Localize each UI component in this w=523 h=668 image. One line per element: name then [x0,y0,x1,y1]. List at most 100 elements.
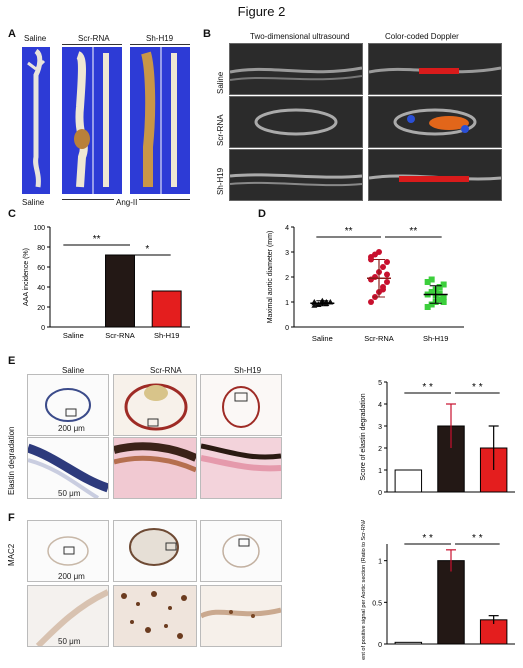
panel-b-doppler-saline [368,43,502,95]
chart-c-x-label: Sh-H19 [154,331,179,340]
chart-c-y-tick-label: 80 [37,245,45,252]
chart-c-y-tick-label: 40 [37,285,45,292]
chart-f-bar [437,560,465,645]
chart-d-point [440,281,447,288]
chart-f-bar [394,641,423,645]
chart-f-y-tick-label: 1 [378,559,382,566]
panel-f-saline-low [27,520,109,582]
panel-a-photo-scr [62,47,122,194]
figure-title: Figure 2 [237,4,286,19]
chart-e-sig-label: * * [422,382,433,393]
panel-a-line-scr [62,44,122,45]
panel-a-bottom-saline: Saline [22,198,45,207]
chart-d-point [372,274,378,280]
chart-d-x-label: Sh-H19 [423,334,448,343]
chart-c-y-tick-label: 0 [41,325,45,332]
chart-e-bar [437,425,465,493]
chart-e-sig-label: * * [472,382,483,393]
panel-f-sh-high [200,585,282,647]
panel-f-scale-bottom: 50 μm [58,637,81,646]
panel-f-label: F [8,512,15,524]
chart-d-point [428,289,435,295]
panel-e-col-saline: Saline [62,366,85,375]
chart-d-y-tick-label: 2 [285,275,289,282]
chart-e-y-label: Score of elastin degradation [360,393,367,480]
chart-d-point [436,296,443,303]
panel-a-line-sh [130,44,190,45]
panel-f-saline-high [27,585,109,647]
panel-b-row-scr: Scr-RNA [216,114,225,146]
chart-d-y-label: Maximal aortic diameter (mm) [267,231,274,324]
panel-b-us-scr [229,96,363,148]
panel-a-group-scr: Scr-RNA [78,34,110,43]
panel-e-scale-bottom: 50 μm [58,489,81,498]
chart-f-y-tick-label: 0 [378,642,382,649]
chart-d-y-tick-label: 3 [285,250,289,257]
panel-b-us-sh [229,149,363,201]
chart-c-y-label: AAA incidence (%) [23,248,30,306]
chart-e-y-tick-label: 3 [378,424,382,431]
chart-d-point [424,279,431,285]
chart-d-point [428,301,435,308]
chart-d-point [428,276,435,283]
chart-d-x-label: Saline [312,334,333,343]
panel-e-saline-high [27,437,109,499]
chart-f-y-label: Percent of positive signal per Aortic se… [361,520,367,660]
chart-f-y-tick-label: 0.5 [372,600,382,607]
panel-e-scale-top: 200 μm [58,424,85,433]
chart-e-bar [394,469,423,493]
chart-c-bar [151,290,182,328]
chart-c: 0 20 40 60 80 100 AAA incidence (%) Saline Scr-R… [23,225,190,340]
panel-b-row-sh: Sh-H19 [216,167,225,195]
chart-d-sig-label: ** [345,226,353,237]
chart-d-point [380,264,386,270]
chart-d-point [380,286,386,293]
chart-e-y-tick-label: 5 [378,380,382,387]
chart-c-x-label: Scr-RNA [105,331,135,340]
chart-c-x-label: Saline [63,331,84,340]
chart-d-point [384,259,390,265]
chart-f: 0 0.5 1 Percent of positive signal per Aort… [361,520,515,660]
chart-d-point [384,271,390,278]
chart-f-sig-label: * * [422,533,433,544]
chart-d-y-tick-label: 4 [285,225,289,232]
chart-c-y-tick-label: 60 [37,265,45,272]
chart-d-point [436,284,443,290]
panel-f-scr-low [113,520,197,582]
chart-c-sig-label: ** [93,234,101,245]
panel-f-scale-top: 200 μm [58,572,85,581]
chart-d-y-tick-label: 0 [285,325,289,332]
panel-a-group-saline: Saline [24,34,47,43]
chart-d-point [436,290,443,297]
chart-e-y-tick-label: 2 [378,446,382,453]
panel-f-sh-low [200,520,282,582]
panel-f-row-label: MAC2 [7,543,16,566]
chart-e-y-tick-label: 1 [378,468,382,475]
chart-c-y-tick-label: 20 [37,305,45,312]
panel-b-label: B [203,28,211,40]
chart-c-y-tick-label: 100 [33,225,45,232]
chart-d-y-tick-label: 1 [285,300,289,307]
panel-e-scr-low [113,374,197,436]
chart-d: 0 1 2 3 4 Maximal aortic diameter (mm) Saline S… [267,225,464,343]
panel-a-label: A [8,28,16,40]
chart-c-bar [105,254,135,328]
chart-d-point [368,256,374,263]
panel-a-bottom-angii: Ang-II [114,198,140,207]
panel-e-label: E [8,355,16,367]
panel-b-row-saline: Saline [216,71,225,94]
panel-a-photo-saline [22,47,50,194]
chart-f-sig-label: * * [472,533,483,544]
chart-d-point [368,299,374,305]
panel-b-header-doppler: Color-coded Doppler [385,32,459,41]
panel-b-doppler-scr [368,96,502,148]
chart-d-point [440,299,447,305]
chart-d-point [376,249,382,255]
panel-c-label: C [8,208,16,220]
panel-e-sh-high [200,437,282,499]
chart-e: 0 1 2 3 4 5 Score of elastin degradation * * * * [360,380,515,497]
panel-e-col-sh: Sh-H19 [234,366,262,375]
chart-e-y-tick-label: 0 [378,490,382,497]
panel-f-scr-high [113,585,197,647]
chart-e-y-tick-label: 4 [378,402,382,409]
